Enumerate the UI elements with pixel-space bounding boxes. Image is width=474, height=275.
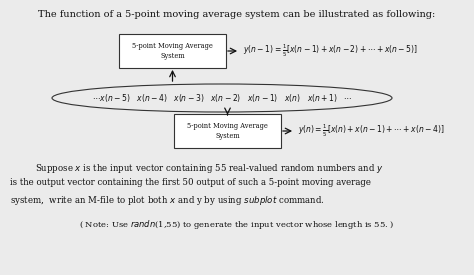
Text: $\cdots x(n-5)\quad x(n-4)\quad x(n-3)\quad x(n-2)\quad x(n-1)\quad x(n)\quad x(: $\cdots x(n-5)\quad x(n-4)\quad x(n-3)\q… [91,92,352,104]
FancyBboxPatch shape [119,34,226,68]
Text: $y(n) = \frac{1}{5}[x(n)+x(n-1)+\cdots+x(n-4)]$: $y(n) = \frac{1}{5}[x(n)+x(n-1)+\cdots+x… [298,123,445,139]
Text: is the output vector containing the first 50 output of such a 5-point moving ave: is the output vector containing the firs… [10,178,371,187]
Text: The function of a 5-point moving average system can be illustrated as following:: The function of a 5-point moving average… [38,10,436,19]
Text: Suppose $x$ is the input vector containing 55 real-valued random numbers and $y$: Suppose $x$ is the input vector containi… [35,162,384,175]
Text: ( Note: Use $\mathit{randn}$(1,55) to generate the input vector whose length is : ( Note: Use $\mathit{randn}$(1,55) to ge… [79,218,395,231]
Text: $y(n-1) = \frac{1}{5}[x(n-1)+x(n-2)+\cdots+x(n-5)]$: $y(n-1) = \frac{1}{5}[x(n-1)+x(n-2)+\cdo… [243,43,418,59]
Text: system,  write an M-file to plot both $x$ and y by using $\mathit{subplot}$ comm: system, write an M-file to plot both $x$… [10,194,325,207]
FancyBboxPatch shape [174,114,281,148]
Text: 5-point Moving Average
System: 5-point Moving Average System [132,42,213,60]
Text: 5-point Moving Average
System: 5-point Moving Average System [187,122,268,140]
